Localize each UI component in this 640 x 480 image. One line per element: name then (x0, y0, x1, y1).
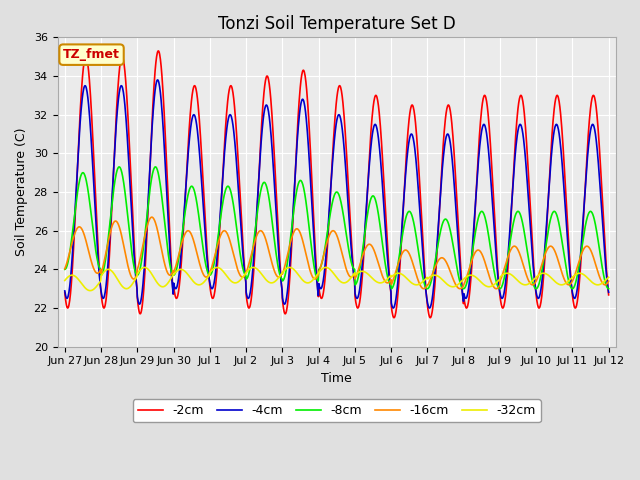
-4cm (541, 246, 548, 252)
Legend: -2cm, -4cm, -8cm, -16cm, -32cm: -2cm, -4cm, -8cm, -16cm, -32cm (132, 399, 541, 422)
-4cm (422, 283, 429, 289)
-32cm (243, 268, 251, 274)
-16cm (243, 267, 251, 273)
-8cm (61, 266, 68, 272)
-4cm (426, 305, 433, 311)
Line: -2cm: -2cm (65, 51, 609, 318)
-8cm (115, 164, 123, 170)
Title: Tonzi Soil Temperature Set D: Tonzi Soil Temperature Set D (218, 15, 456, 33)
-4cm (61, 288, 68, 294)
-4cm (169, 288, 177, 294)
-32cm (170, 272, 177, 277)
-8cm (422, 284, 429, 289)
-16cm (61, 266, 68, 272)
-2cm (61, 289, 68, 295)
Line: -4cm: -4cm (65, 80, 609, 308)
Line: -8cm: -8cm (65, 167, 609, 288)
Text: TZ_fmet: TZ_fmet (63, 48, 120, 61)
-32cm (493, 279, 500, 285)
-2cm (243, 298, 251, 304)
-4cm (243, 293, 251, 299)
Line: -16cm: -16cm (65, 217, 609, 288)
-2cm (169, 287, 177, 292)
-8cm (493, 279, 500, 285)
-4cm (493, 262, 500, 267)
-16cm (605, 278, 612, 284)
-16cm (169, 269, 177, 275)
-16cm (148, 214, 156, 220)
-8cm (605, 286, 612, 291)
-4cm (605, 289, 612, 295)
Y-axis label: Soil Temperature (C): Soil Temperature (C) (15, 128, 28, 256)
-32cm (141, 264, 148, 270)
-32cm (541, 271, 548, 276)
-32cm (86, 288, 94, 293)
-2cm (493, 252, 500, 258)
Line: -32cm: -32cm (65, 267, 609, 290)
-2cm (605, 292, 612, 298)
-2cm (155, 48, 163, 54)
-8cm (243, 276, 251, 281)
-8cm (169, 272, 177, 277)
-32cm (182, 270, 190, 276)
-2cm (422, 278, 429, 284)
-8cm (182, 203, 190, 208)
-16cm (420, 286, 428, 291)
-2cm (426, 315, 434, 321)
X-axis label: Time: Time (321, 372, 352, 385)
-2cm (541, 257, 548, 263)
-16cm (422, 285, 429, 290)
-4cm (154, 77, 161, 83)
-8cm (541, 252, 548, 258)
-2cm (182, 179, 190, 184)
-16cm (541, 252, 548, 258)
-32cm (61, 277, 68, 283)
-16cm (493, 286, 500, 291)
-32cm (422, 276, 429, 282)
-4cm (182, 179, 190, 185)
-16cm (182, 229, 190, 235)
-32cm (605, 275, 612, 280)
